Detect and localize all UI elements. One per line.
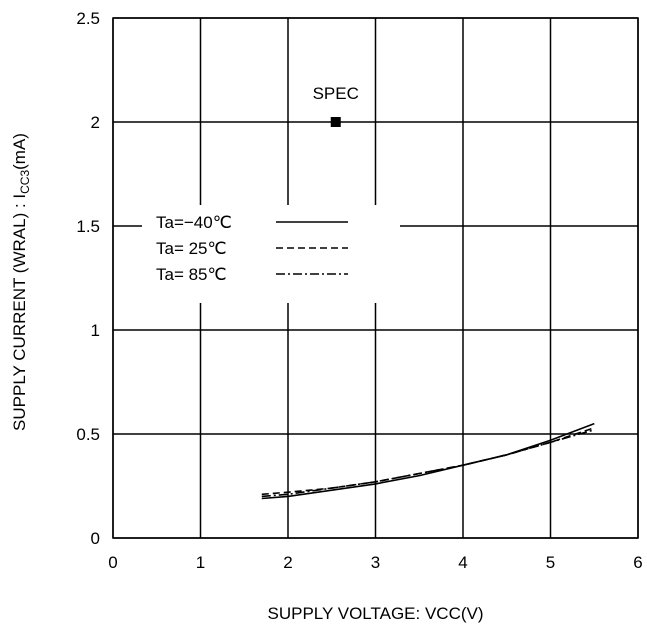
legend-label: Ta= 85℃ (156, 265, 227, 284)
legend-label: Ta= 25℃ (156, 239, 227, 258)
series-line (261, 422, 595, 500)
x-tick-label: 5 (546, 553, 555, 572)
y-tick-label: 2.5 (76, 9, 100, 28)
legend-label: Ta=−40℃ (156, 213, 232, 232)
x-axis-label: SUPPLY VOLTAGE: VCC(V) (267, 604, 483, 623)
series-line (261, 427, 595, 496)
y-tick-label: 1 (91, 321, 100, 340)
y-axis-label: SUPPLY CURRENT (WRAL) : ICC3(mA) (10, 133, 32, 431)
y-axis-label-unit: (mA) (10, 133, 29, 170)
spec-label: SPEC (313, 84, 359, 103)
series-lines (261, 422, 595, 500)
y-axis-label-sub: CC3 (18, 170, 32, 194)
y-tick-label: 0.5 (76, 425, 100, 444)
spec-marker (330, 117, 341, 127)
y-tick-label: 0 (91, 529, 100, 548)
x-tick-label: 4 (458, 553, 467, 572)
x-tick-label: 2 (283, 553, 292, 572)
y-axis-label-main: SUPPLY CURRENT (WRAL) : I (10, 194, 29, 431)
series-line (261, 429, 595, 498)
legend: Ta=−40℃ Ta= 25℃ Ta= 85℃ (142, 205, 400, 303)
x-tick-label: 1 (196, 553, 205, 572)
y-tick-labels: 0 0.5 1 1.5 2 2.5 (76, 9, 100, 548)
x-tick-label: 6 (633, 553, 642, 572)
plot-frame (112, 17, 639, 539)
y-tick-label: 2 (91, 113, 100, 132)
annotations: SPEC (313, 84, 359, 127)
x-tick-label: 3 (371, 553, 380, 572)
y-tick-label: 1.5 (76, 217, 100, 236)
x-tick-labels: 0 1 2 3 4 5 6 (108, 553, 642, 572)
x-tick-label: 0 (108, 553, 117, 572)
legend-box (142, 205, 400, 303)
